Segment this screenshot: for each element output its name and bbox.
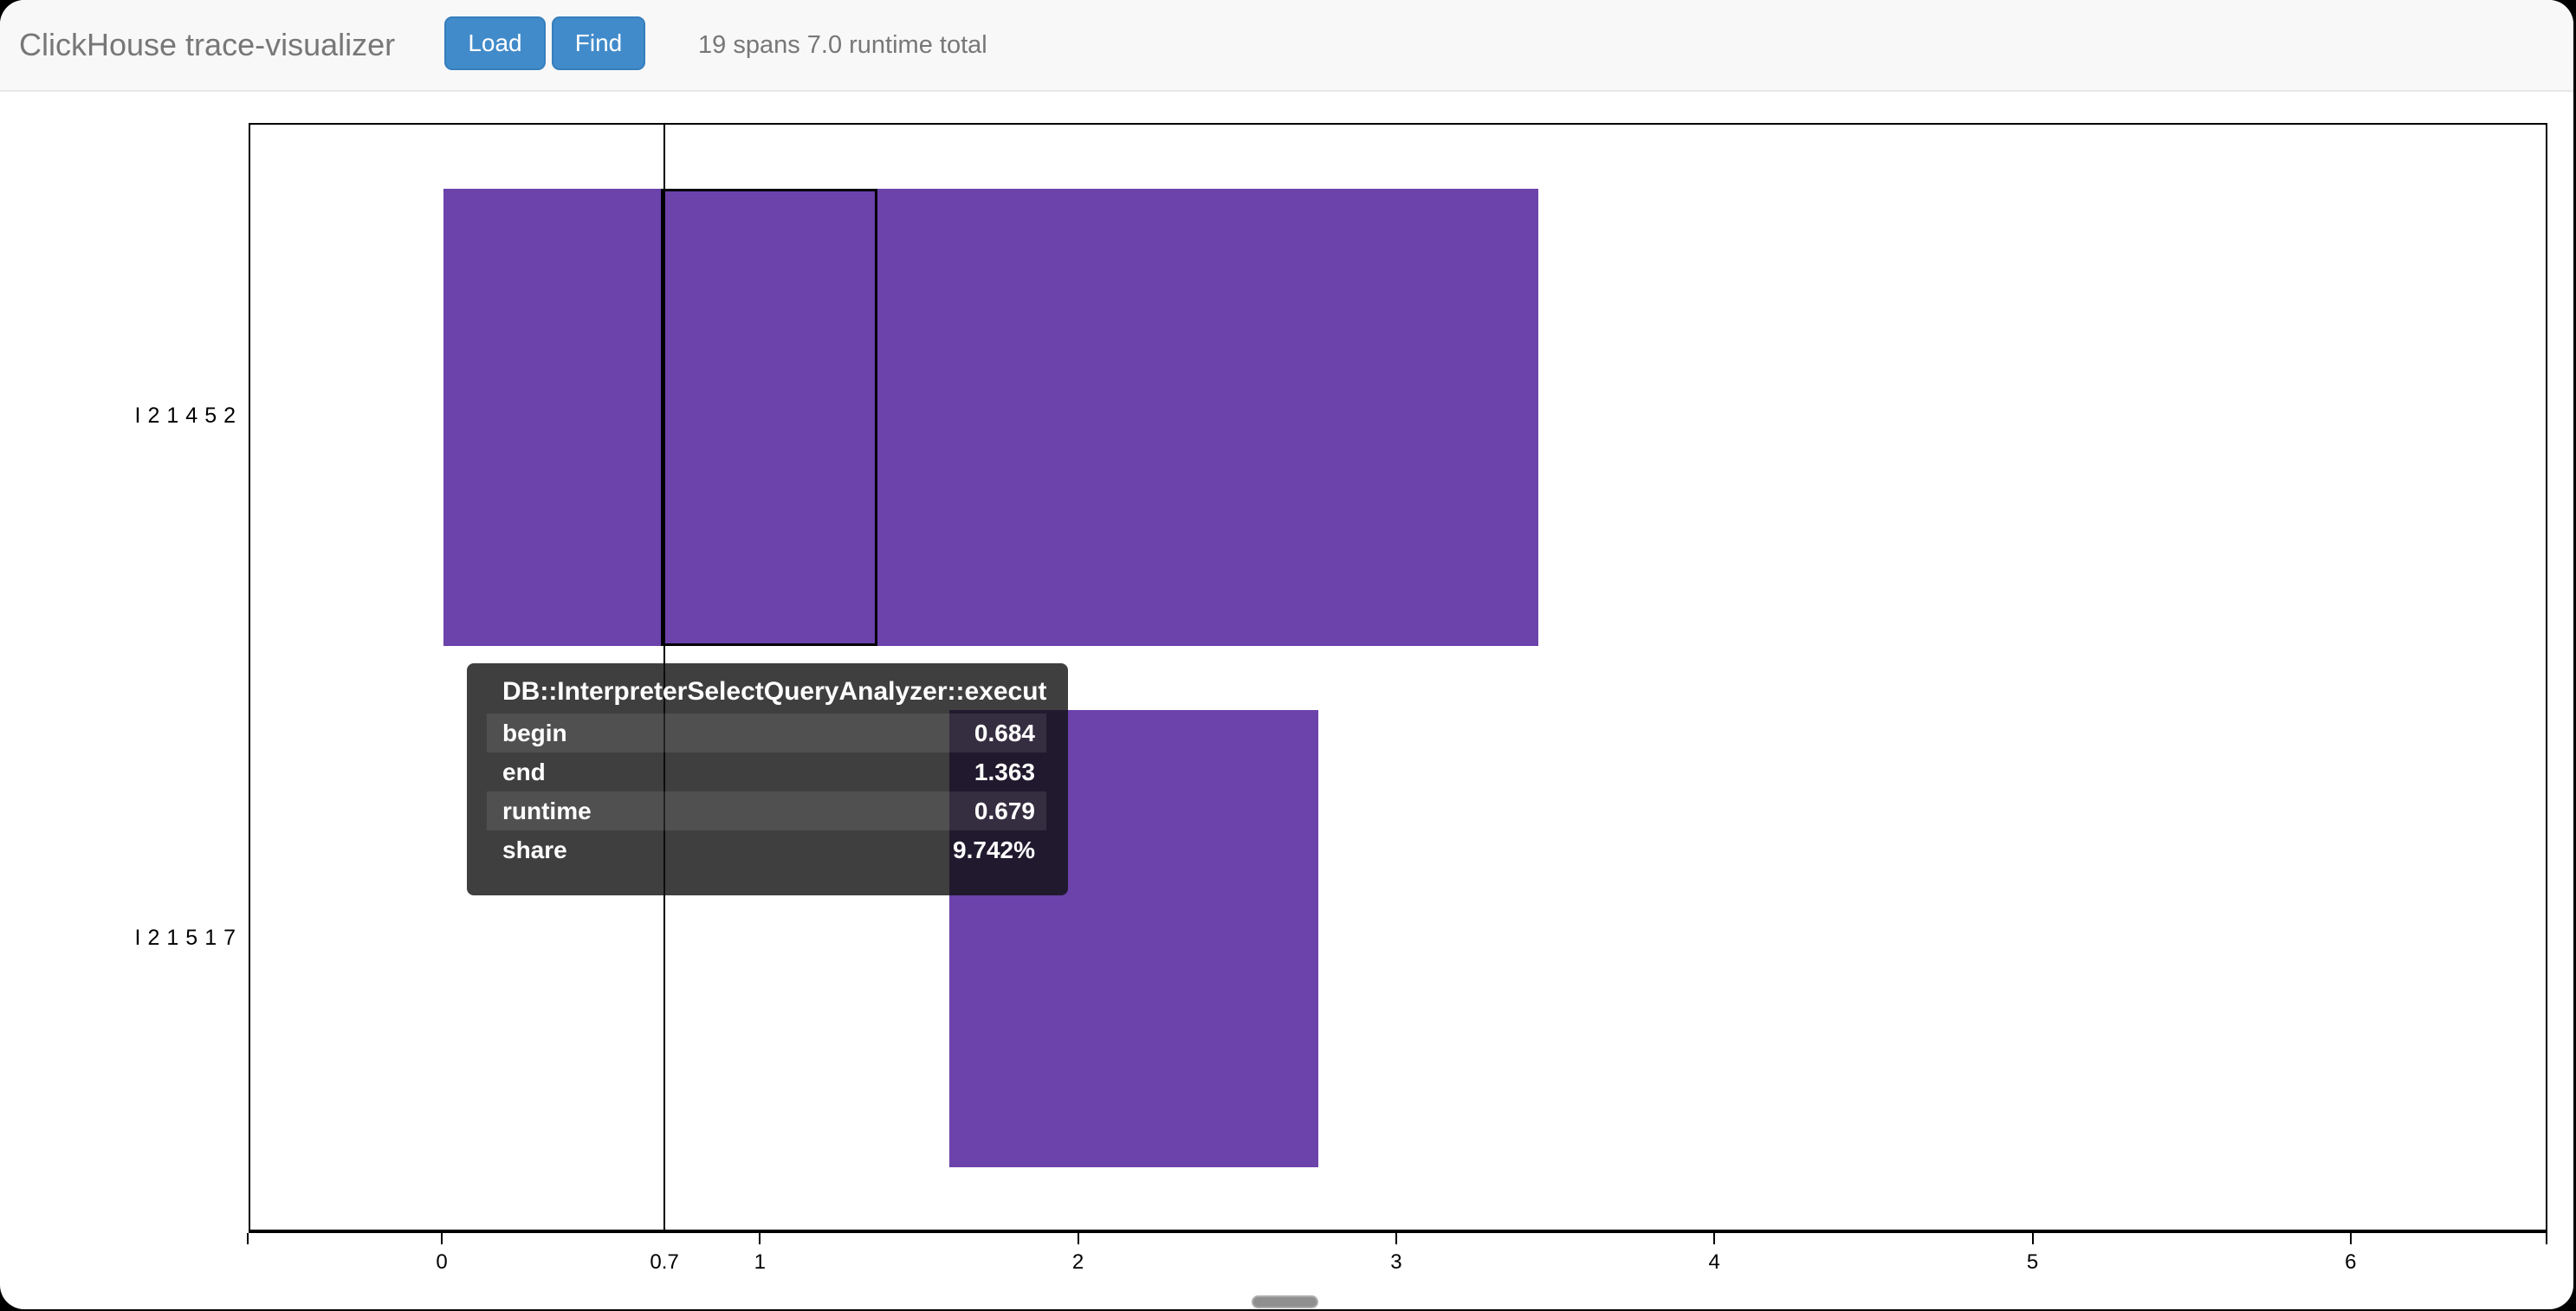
cursor-value-label: 0.7 — [650, 1250, 679, 1274]
y-axis-label-thread-1: I21452 — [134, 404, 243, 428]
x-axis-outer-tick — [2546, 1233, 2547, 1244]
x-axis-tick-label: 2 — [1071, 1250, 1084, 1274]
find-button[interactable]: Find — [552, 16, 645, 70]
x-axis-tick-label: 5 — [2026, 1250, 2039, 1274]
tooltip-row-begin: begin 0.684 — [487, 714, 1046, 752]
tooltip-row-runtime: runtime 0.679 — [487, 791, 1046, 830]
x-axis-outer-tick — [247, 1233, 249, 1244]
tooltip-row-end: end 1.363 — [487, 752, 1046, 791]
tooltip-value: 0.679 — [974, 798, 1035, 824]
x-axis-tick-label: 4 — [1708, 1250, 1720, 1274]
span-bar[interactable] — [443, 189, 1538, 646]
tooltip-value: 0.684 — [974, 720, 1035, 746]
tooltip-value: 9.742% — [953, 836, 1035, 863]
horizontal-scrollbar-thumb[interactable] — [1252, 1295, 1318, 1308]
tooltip-label: runtime — [502, 798, 592, 824]
tooltip-label: begin — [502, 720, 567, 746]
x-axis-tick-label: 6 — [2345, 1250, 2357, 1274]
tooltip-label: share — [502, 836, 567, 863]
app-title: ClickHouse trace-visualizer — [19, 27, 396, 62]
x-axis-tick-mark — [2349, 1233, 2352, 1244]
x-axis-tick-mark — [2031, 1233, 2034, 1244]
trace-summary-text: 19 spans 7.0 runtime total — [698, 31, 987, 59]
x-axis-tick-mark — [441, 1233, 443, 1244]
tooltip-value: 1.363 — [974, 759, 1035, 785]
span-tooltip-title: DB::InterpreterSelectQueryAnalyzer::exec… — [502, 677, 1046, 706]
x-axis-tick-mark — [1077, 1233, 1079, 1244]
span-tooltip: DB::InterpreterSelectQueryAnalyzer::exec… — [467, 663, 1068, 895]
x-axis-tick-label: 1 — [754, 1250, 766, 1274]
x-axis-tick-mark — [1395, 1233, 1397, 1244]
tooltip-label: end — [502, 759, 546, 785]
load-button[interactable]: Load — [444, 16, 546, 70]
x-axis-tick-label: 0 — [436, 1250, 448, 1274]
x-axis-tick-mark — [1713, 1233, 1716, 1244]
trace-chart-plot-area — [249, 123, 2547, 1233]
tooltip-row-share: share 9.742% — [487, 830, 1046, 869]
span-bar-highlighted[interactable] — [661, 189, 877, 646]
y-axis-label-thread-2: I21517 — [134, 926, 243, 950]
navbar: ClickHouse trace-visualizer Load Find 19… — [0, 0, 2573, 92]
x-axis-tick-label: 3 — [1390, 1250, 1402, 1274]
x-axis-tick-mark — [759, 1233, 761, 1244]
